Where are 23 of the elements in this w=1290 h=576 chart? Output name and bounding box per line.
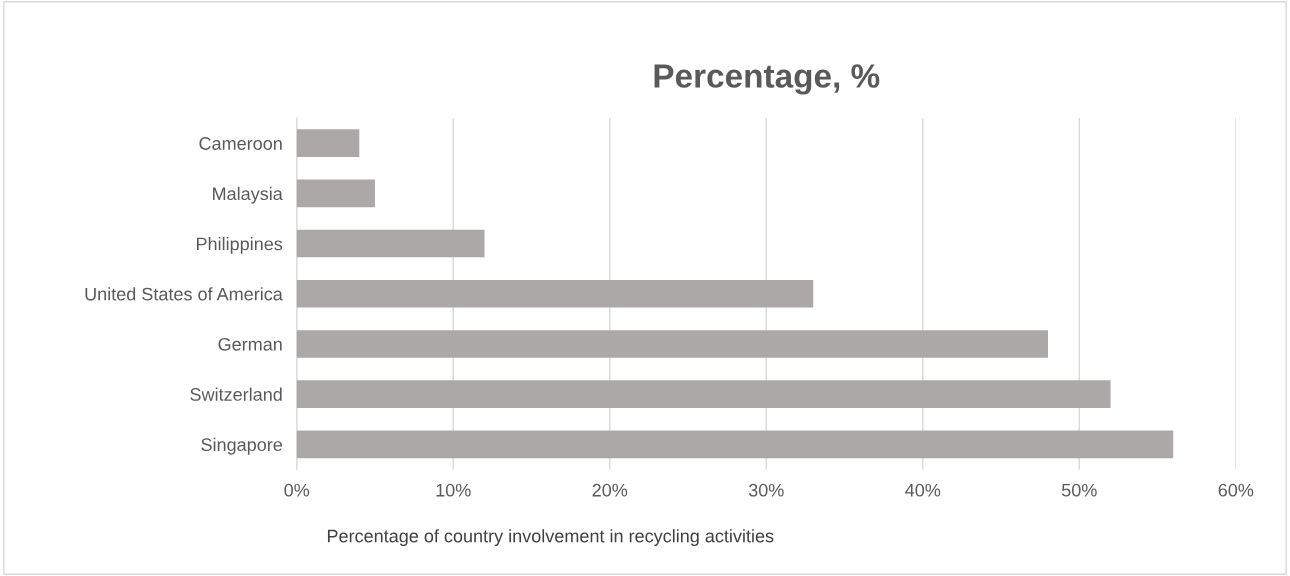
y-tick-label: Singapore xyxy=(201,437,283,455)
x-tick-label: 40% xyxy=(905,483,941,497)
x-tick-label: 0% xyxy=(284,483,310,497)
bar xyxy=(296,380,1111,408)
y-tick-label: German xyxy=(218,337,282,351)
bar xyxy=(296,179,375,208)
bar xyxy=(296,330,1048,358)
y-tick-label: Philippines xyxy=(196,237,283,254)
y-tick-label: Switzerland xyxy=(190,387,282,401)
x-tick-label: 60% xyxy=(1218,483,1254,497)
bar xyxy=(296,129,360,157)
x-tick-label: 10% xyxy=(436,483,471,497)
bar xyxy=(296,279,814,308)
y-tick-label: United States of America xyxy=(85,287,283,301)
bar xyxy=(296,430,1174,459)
chart-title: Percentage, % xyxy=(654,64,880,95)
y-tick-label: Malaysia xyxy=(213,186,283,204)
bar xyxy=(296,229,485,258)
x-tick-label: 30% xyxy=(748,483,784,497)
y-tick-label: Cameroon xyxy=(199,137,282,150)
x-axis-title: Percentage of country involvement in recycling activities xyxy=(327,529,774,546)
x-tick-label: 50% xyxy=(1061,483,1097,497)
x-tick-label: 20% xyxy=(592,483,628,497)
